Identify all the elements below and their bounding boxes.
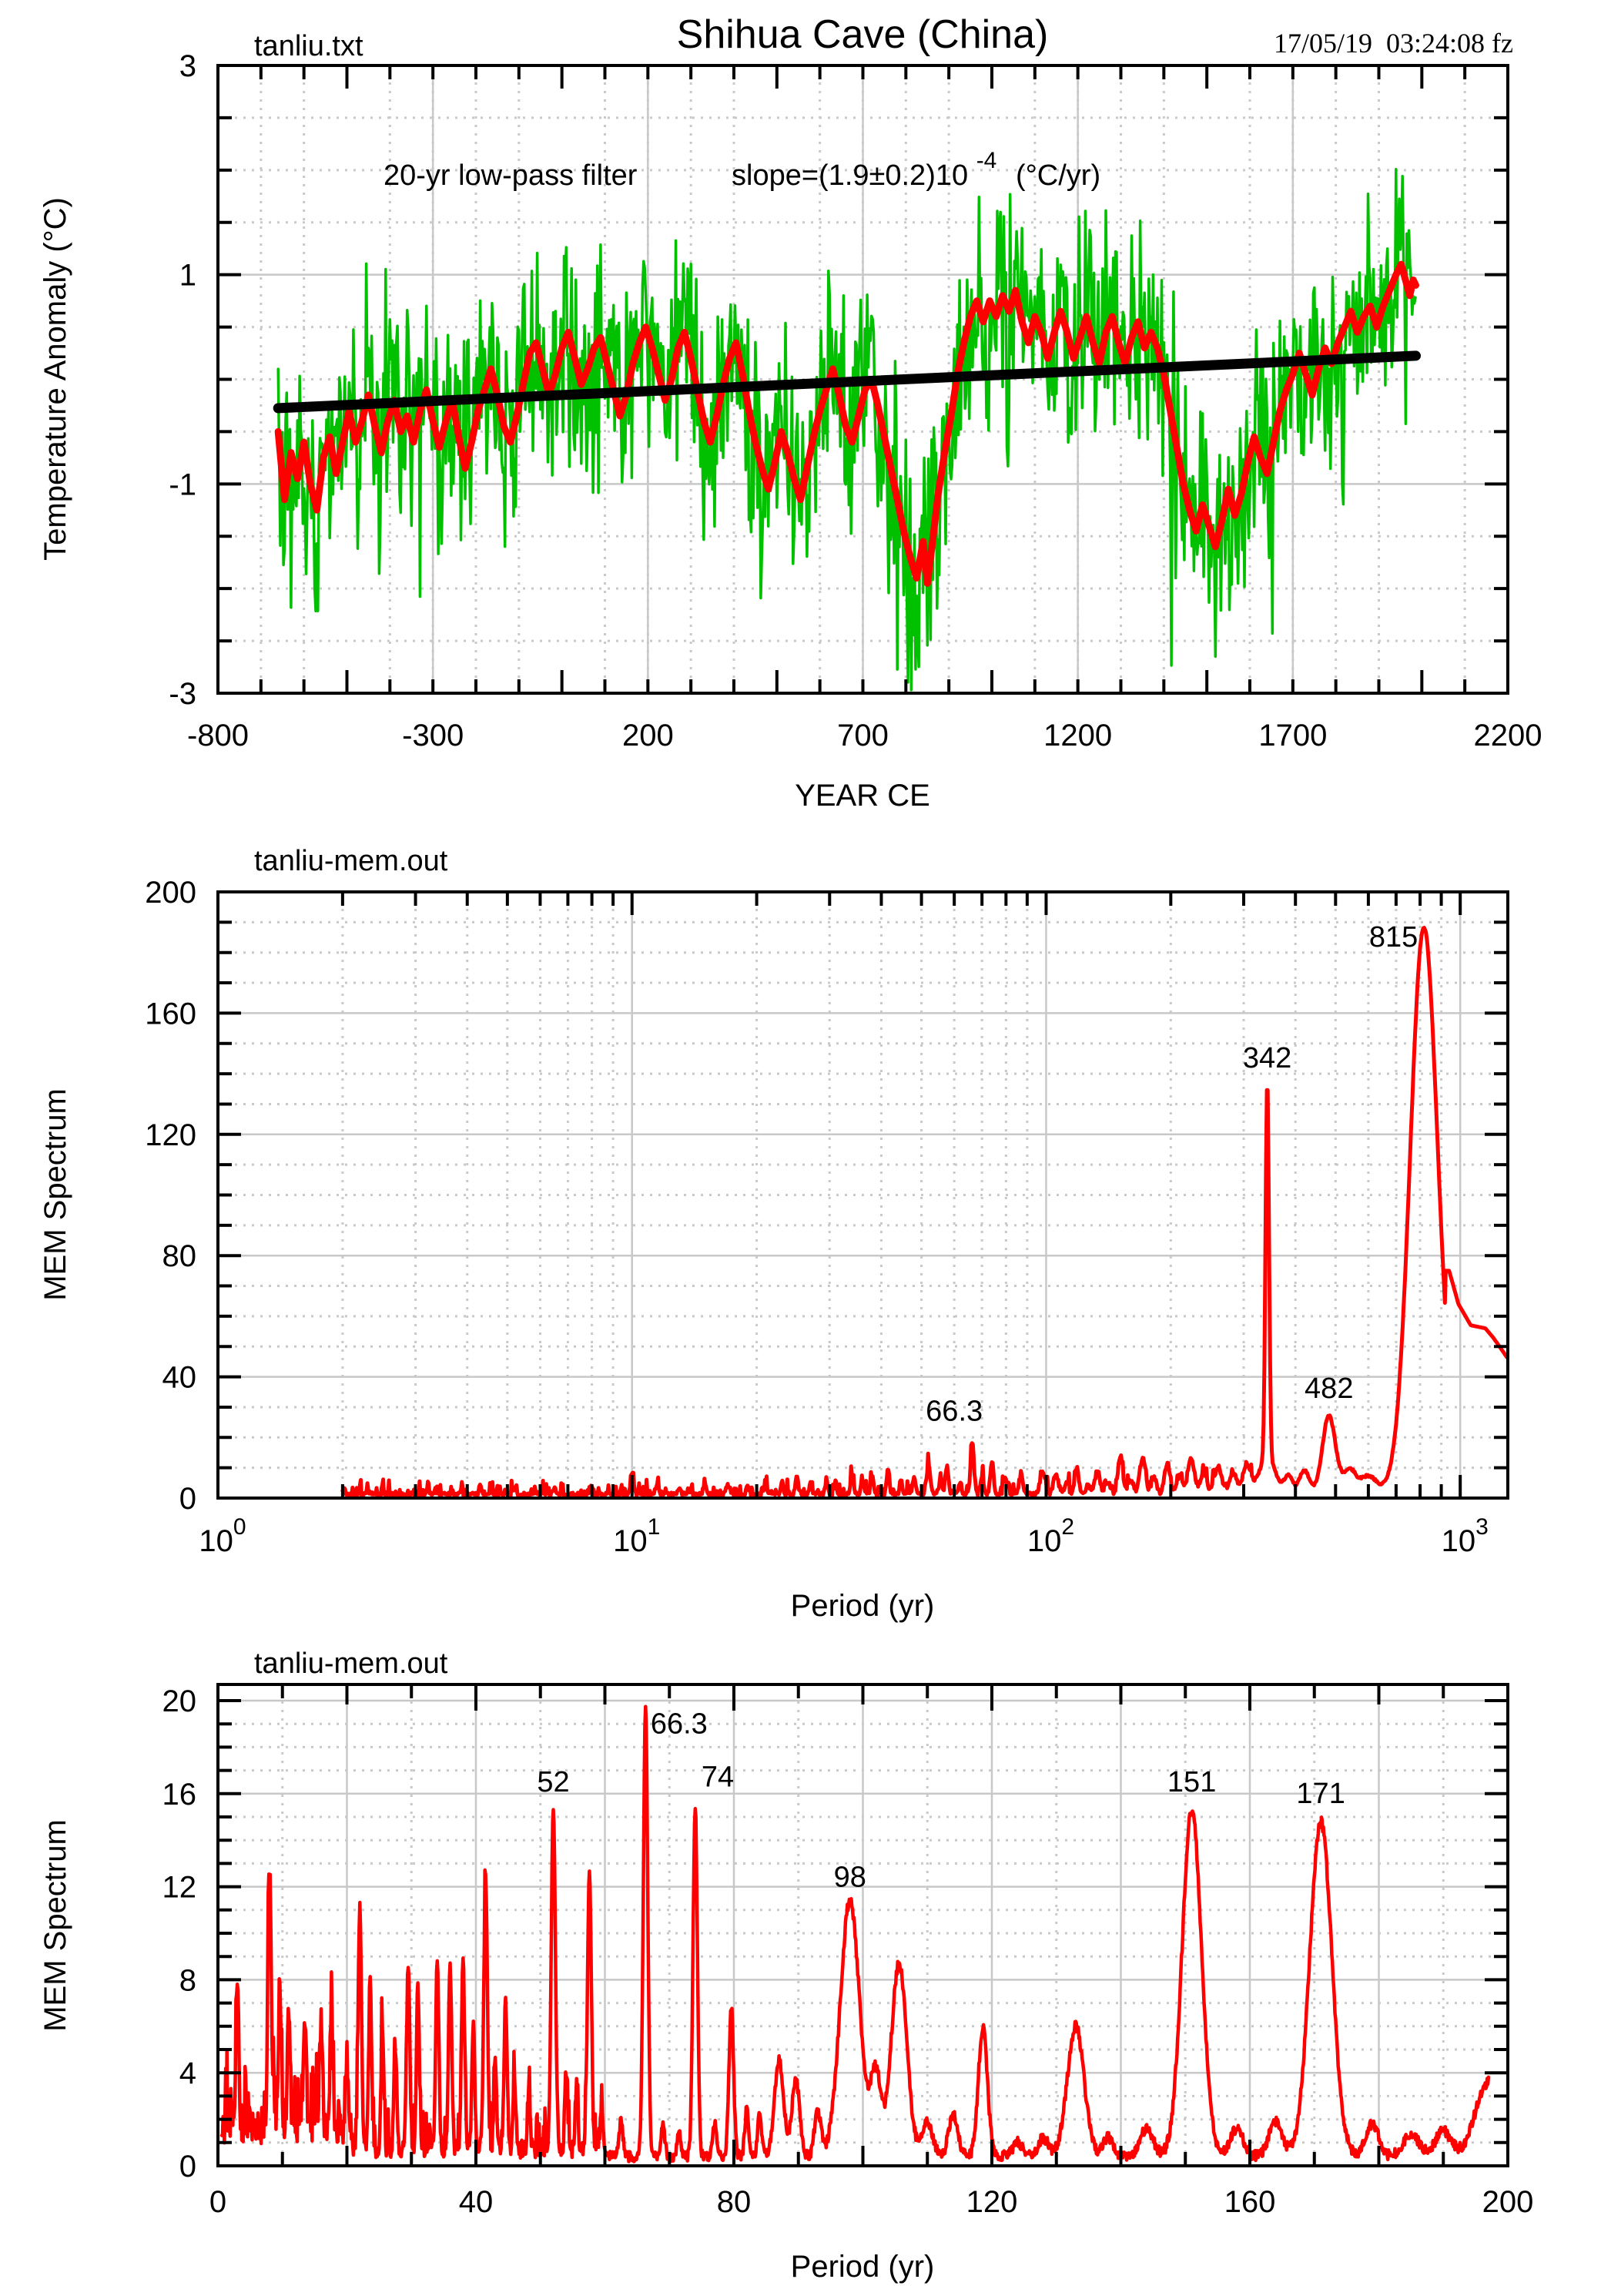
lowpass-filter-annotation: 20-yr low-pass filter — [384, 159, 638, 192]
tick-label: 160 — [1224, 2185, 1276, 2219]
peak-label: 342 — [1243, 1042, 1291, 1074]
peak-label: 66.3 — [926, 1396, 983, 1428]
peak-label: 171 — [1296, 1778, 1345, 1810]
tick-label: 160 — [145, 997, 196, 1031]
main-title: Shihua Cave (China) — [677, 12, 1049, 57]
tick-label: 80 — [162, 1239, 197, 1273]
tick-label: 16 — [162, 1778, 197, 1812]
peak-label: 66.3 — [651, 1708, 708, 1740]
grid-layer — [218, 65, 1508, 2166]
tick-label: -800 — [187, 719, 249, 752]
tick-label: 2200 — [1474, 719, 1542, 752]
tick-label: 200 — [1482, 2185, 1534, 2219]
tick-label: 0 — [179, 2150, 196, 2184]
tick-label: 120 — [145, 1118, 196, 1152]
tick-label: -3 — [169, 677, 196, 711]
tick-label: 1700 — [1258, 719, 1327, 752]
top-x-axis-title: YEAR CE — [795, 779, 930, 813]
series-annual-data — [276, 167, 1417, 692]
slope-annotation: slope=(1.9±0.2)10 -4 (°C/yr) — [732, 142, 1100, 192]
tick-label: 200 — [145, 876, 196, 910]
tick-label: -1 — [169, 468, 196, 501]
slope-base: slope=(1.9±0.2)10 — [732, 159, 968, 192]
tick-label: -300 — [402, 719, 464, 752]
tick-label: 200 — [622, 719, 674, 752]
slope-unit: (°C/yr) — [1016, 159, 1100, 192]
tick-label: 0 — [209, 2185, 226, 2219]
peak-label: 74 — [702, 1761, 734, 1794]
peak-label: 151 — [1167, 1766, 1216, 1798]
peak-label: 482 — [1305, 1373, 1353, 1405]
axes-layer — [216, 64, 1509, 2167]
tick-label: 700 — [837, 719, 889, 752]
tick-label: 12 — [162, 1871, 197, 1905]
tick-label: 1200 — [1043, 719, 1112, 752]
tick-label: 3 — [179, 49, 196, 83]
tick-label: 1 — [179, 259, 196, 293]
peak-label: 98 — [834, 1862, 866, 1894]
tick-label: 0 — [179, 1482, 196, 1516]
tick-label: 102 — [1027, 1514, 1074, 1558]
slope-exponent: -4 — [976, 148, 997, 173]
bottom-file-label: tanliu-mem.out — [254, 1647, 448, 1680]
timestamp: 17/05/19 03:24:08 fz — [1274, 28, 1513, 59]
mid-x-axis-title: Period (yr) — [791, 1589, 935, 1623]
top-file-label: tanliu.txt — [254, 30, 363, 62]
bottom-y-axis-title: MEM Spectrum — [39, 1819, 72, 2032]
tick-label: 80 — [717, 2185, 752, 2219]
tick-label: 101 — [613, 1514, 660, 1558]
mid-file-label: tanliu-mem.out — [254, 845, 448, 877]
tick-label: 20 — [162, 1684, 197, 1718]
tick-label-layer: -800 -300 200 700 1200 1700 220031-1-304080120… — [145, 49, 1542, 2219]
series-lowpass-filter — [274, 260, 1419, 587]
tick-label: 40 — [162, 1361, 197, 1395]
tick-label: 120 — [966, 2185, 1018, 2219]
tick-label: 100 — [199, 1514, 246, 1558]
tick-label: 4 — [179, 2056, 196, 2090]
bottom-x-axis-title: Period (yr) — [791, 2250, 935, 2284]
mid-y-axis-title: MEM Spectrum — [39, 1088, 72, 1301]
series-linear-trend — [273, 350, 1421, 414]
data-layer — [219, 167, 1508, 2164]
series-mem-linear — [219, 1704, 1491, 2164]
peak-label-layer: 66.3 342 482 815 52 66.3 74 98 151 171 — [537, 921, 1418, 1894]
tick-label: 8 — [179, 1963, 196, 1997]
tick-label: 40 — [459, 2185, 494, 2219]
peak-label: 815 — [1369, 921, 1418, 954]
tick-label: 103 — [1442, 1514, 1489, 1558]
top-y-axis-title: Temperature Anomaly (°C) — [39, 197, 72, 561]
peak-label: 52 — [537, 1766, 569, 1798]
series-mem-log — [340, 926, 1508, 1498]
